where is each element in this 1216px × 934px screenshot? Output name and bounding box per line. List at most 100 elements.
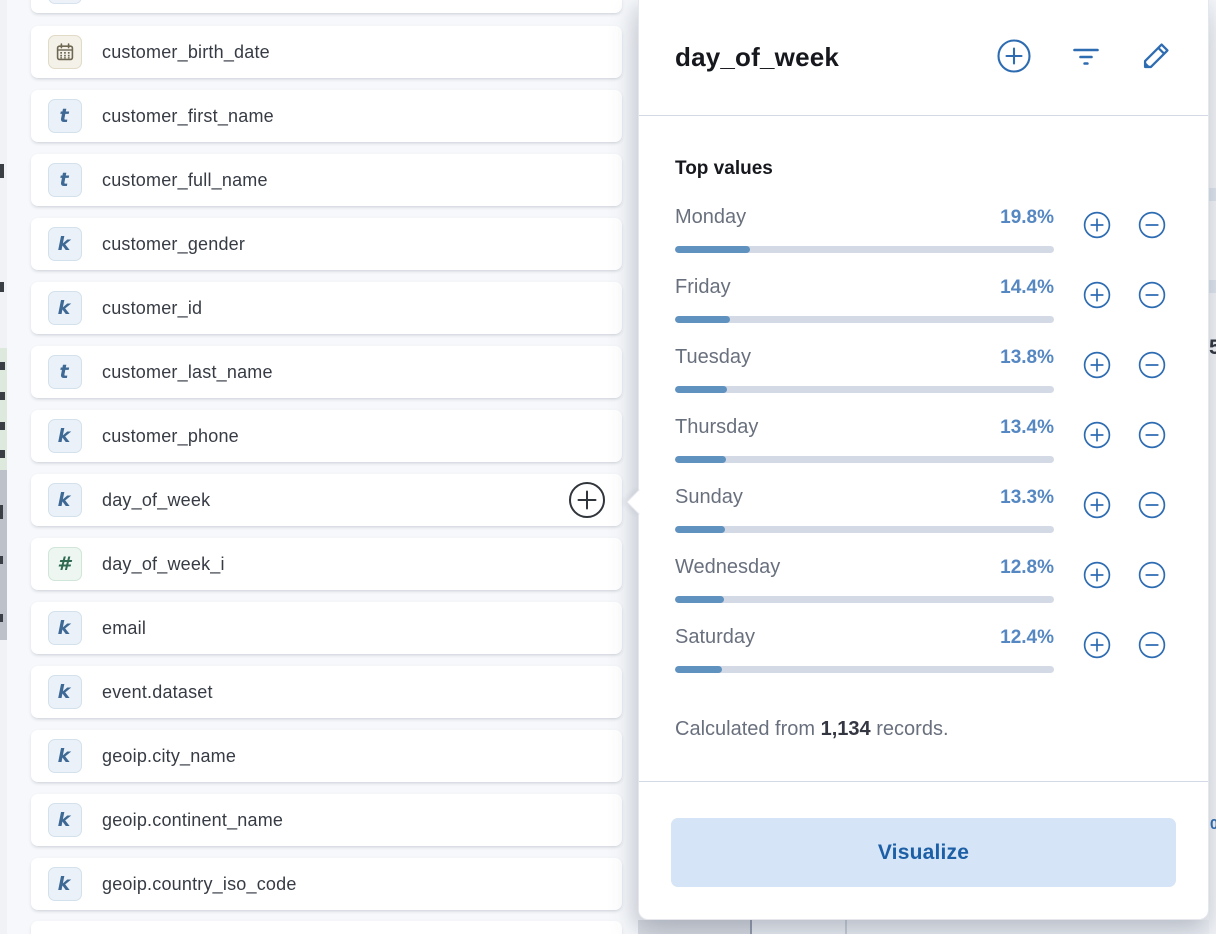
pencil-icon: [1140, 40, 1172, 75]
field-pill-customer_phone[interactable]: k customer_phone: [31, 410, 622, 462]
add-field-button[interactable]: [996, 38, 1032, 77]
field-type-icon: #: [48, 547, 82, 581]
value-percent: 12.4%: [1000, 627, 1054, 648]
field-pill-customer_birth_date[interactable]: customer_birth_date: [31, 26, 622, 78]
value-bar-fill: [675, 456, 726, 463]
top-values-list: Monday 19.8%: [675, 206, 1172, 696]
field-pill-customer_first_name[interactable]: t customer_first_name: [31, 90, 622, 142]
field-name: customer_phone: [102, 425, 239, 446]
value-bar-fill: [675, 526, 726, 533]
field-pill-customer_id[interactable]: k customer_id: [31, 282, 622, 334]
field-type-icon: t: [48, 163, 82, 197]
field-pill-clipped-bottom[interactable]: [31, 921, 622, 934]
plus-circle-icon: [1083, 281, 1111, 312]
top-value-row: Wednesday 12.8%: [675, 556, 1172, 626]
plus-circle-icon: [568, 482, 606, 522]
filter-for-value-button[interactable]: [1083, 281, 1111, 312]
filter-fields-button[interactable]: [1071, 44, 1101, 71]
filter-for-value-button[interactable]: [1083, 421, 1111, 452]
clipped-blue-fragment: 0: [1210, 816, 1216, 832]
value-bar-track: [675, 386, 1054, 393]
field-list: customer_birth_date t customer_f: [31, 0, 622, 934]
bottom-edge-fragments: [638, 920, 1209, 934]
filter-out-value-button[interactable]: [1138, 491, 1166, 522]
field-name: customer_first_name: [102, 105, 274, 126]
filter-for-value-button[interactable]: [1083, 631, 1111, 662]
value-bar-fill: [675, 666, 722, 673]
field-type-icon: k: [48, 227, 82, 261]
value-percent: 19.8%: [1000, 207, 1054, 228]
minus-circle-icon: [1138, 421, 1166, 452]
field-name-title: day_of_week: [675, 42, 840, 72]
filter-for-value-button[interactable]: [1083, 561, 1111, 592]
value-label: Tuesday: [675, 346, 751, 368]
filter-out-value-button[interactable]: [1138, 351, 1166, 382]
plus-circle-icon: [1083, 561, 1111, 592]
top-value-row: Friday 14.4%: [675, 276, 1172, 346]
field-name: geoip.continent_name: [102, 809, 284, 830]
field-pill-email[interactable]: k email: [31, 602, 622, 654]
value-label: Monday: [675, 206, 747, 228]
plus-circle-icon: [996, 38, 1032, 77]
filter-out-value-button[interactable]: [1138, 561, 1166, 592]
popover-header: day_of_week: [639, 0, 1208, 116]
clipped-digit: 5: [1209, 336, 1216, 359]
plus-circle-icon: [1083, 421, 1111, 452]
value-bar-track: [675, 596, 1054, 603]
top-value-row: Monday 19.8%: [675, 206, 1172, 276]
field-pill-geoip.country_iso_code[interactable]: k geoip.country_iso_code: [31, 858, 622, 910]
minus-circle-icon: [1138, 211, 1166, 242]
minus-circle-icon: [1138, 631, 1166, 662]
field-type-icon: [48, 35, 82, 69]
value-percent: 13.4%: [1000, 417, 1054, 438]
value-percent: 13.3%: [1000, 487, 1054, 508]
filter-out-value-button[interactable]: [1138, 281, 1166, 312]
field-name: customer_full_name: [102, 169, 268, 190]
value-percent: 13.8%: [1000, 347, 1054, 368]
value-label: Sunday: [675, 486, 743, 508]
field-pill-clipped-top[interactable]: [31, 0, 622, 13]
field-type-icon: k: [48, 867, 82, 901]
field-type-icon: [48, 0, 82, 4]
filter-for-value-button[interactable]: [1083, 211, 1111, 242]
value-bar-fill: [675, 386, 728, 393]
filter-for-value-button[interactable]: [1083, 351, 1111, 382]
field-name: email: [102, 617, 147, 638]
field-type-icon: k: [48, 483, 82, 517]
field-pill-customer_last_name[interactable]: t customer_last_name: [31, 346, 622, 398]
plus-circle-icon: [1083, 211, 1111, 242]
field-pill-geoip.city_name[interactable]: k geoip.city_name: [31, 730, 622, 782]
value-percent: 14.4%: [1000, 277, 1054, 298]
calculated-from-text: Calculated from 1,134 records.: [675, 718, 949, 740]
record-count: 1,134: [820, 718, 871, 740]
edit-field-button[interactable]: [1140, 40, 1172, 75]
filter-for-value-button[interactable]: [1083, 491, 1111, 522]
value-label: Thursday: [675, 416, 759, 438]
field-pill-geoip.continent_name[interactable]: k geoip.continent_name: [31, 794, 622, 846]
top-value-row: Sunday 13.3%: [675, 486, 1172, 556]
field-pill-event.dataset[interactable]: k event.dataset: [31, 666, 622, 718]
field-pill-customer_gender[interactable]: k customer_gender: [31, 218, 622, 270]
add-field-circle-button[interactable]: [568, 481, 606, 519]
visualize-button[interactable]: Visualize: [671, 818, 1176, 887]
filter-out-value-button[interactable]: [1138, 631, 1166, 662]
field-pill-day_of_week_i[interactable]: # day_of_week_i: [31, 538, 622, 590]
value-percent: 12.8%: [1000, 557, 1054, 578]
value-label: Friday: [675, 276, 731, 298]
right-edge-fragments: 5 0: [1209, 0, 1216, 934]
plus-circle-icon: [1083, 631, 1111, 662]
filter-out-value-button[interactable]: [1138, 421, 1166, 452]
value-bar-fill: [675, 596, 724, 603]
field-name: geoip.country_iso_code: [102, 873, 297, 894]
footer-divider: [639, 781, 1208, 782]
value-label: Wednesday: [675, 556, 781, 578]
filter-out-value-button[interactable]: [1138, 211, 1166, 242]
plus-circle-icon: [1083, 351, 1111, 382]
field-type-icon: k: [48, 611, 82, 645]
field-type-icon: k: [48, 291, 82, 325]
field-pill-customer_full_name[interactable]: t customer_full_name: [31, 154, 622, 206]
filter-icon: [1071, 44, 1101, 71]
value-bar-fill: [675, 316, 730, 323]
field-pill-day_of_week[interactable]: k day_of_week: [31, 474, 622, 526]
minus-circle-icon: [1138, 281, 1166, 312]
